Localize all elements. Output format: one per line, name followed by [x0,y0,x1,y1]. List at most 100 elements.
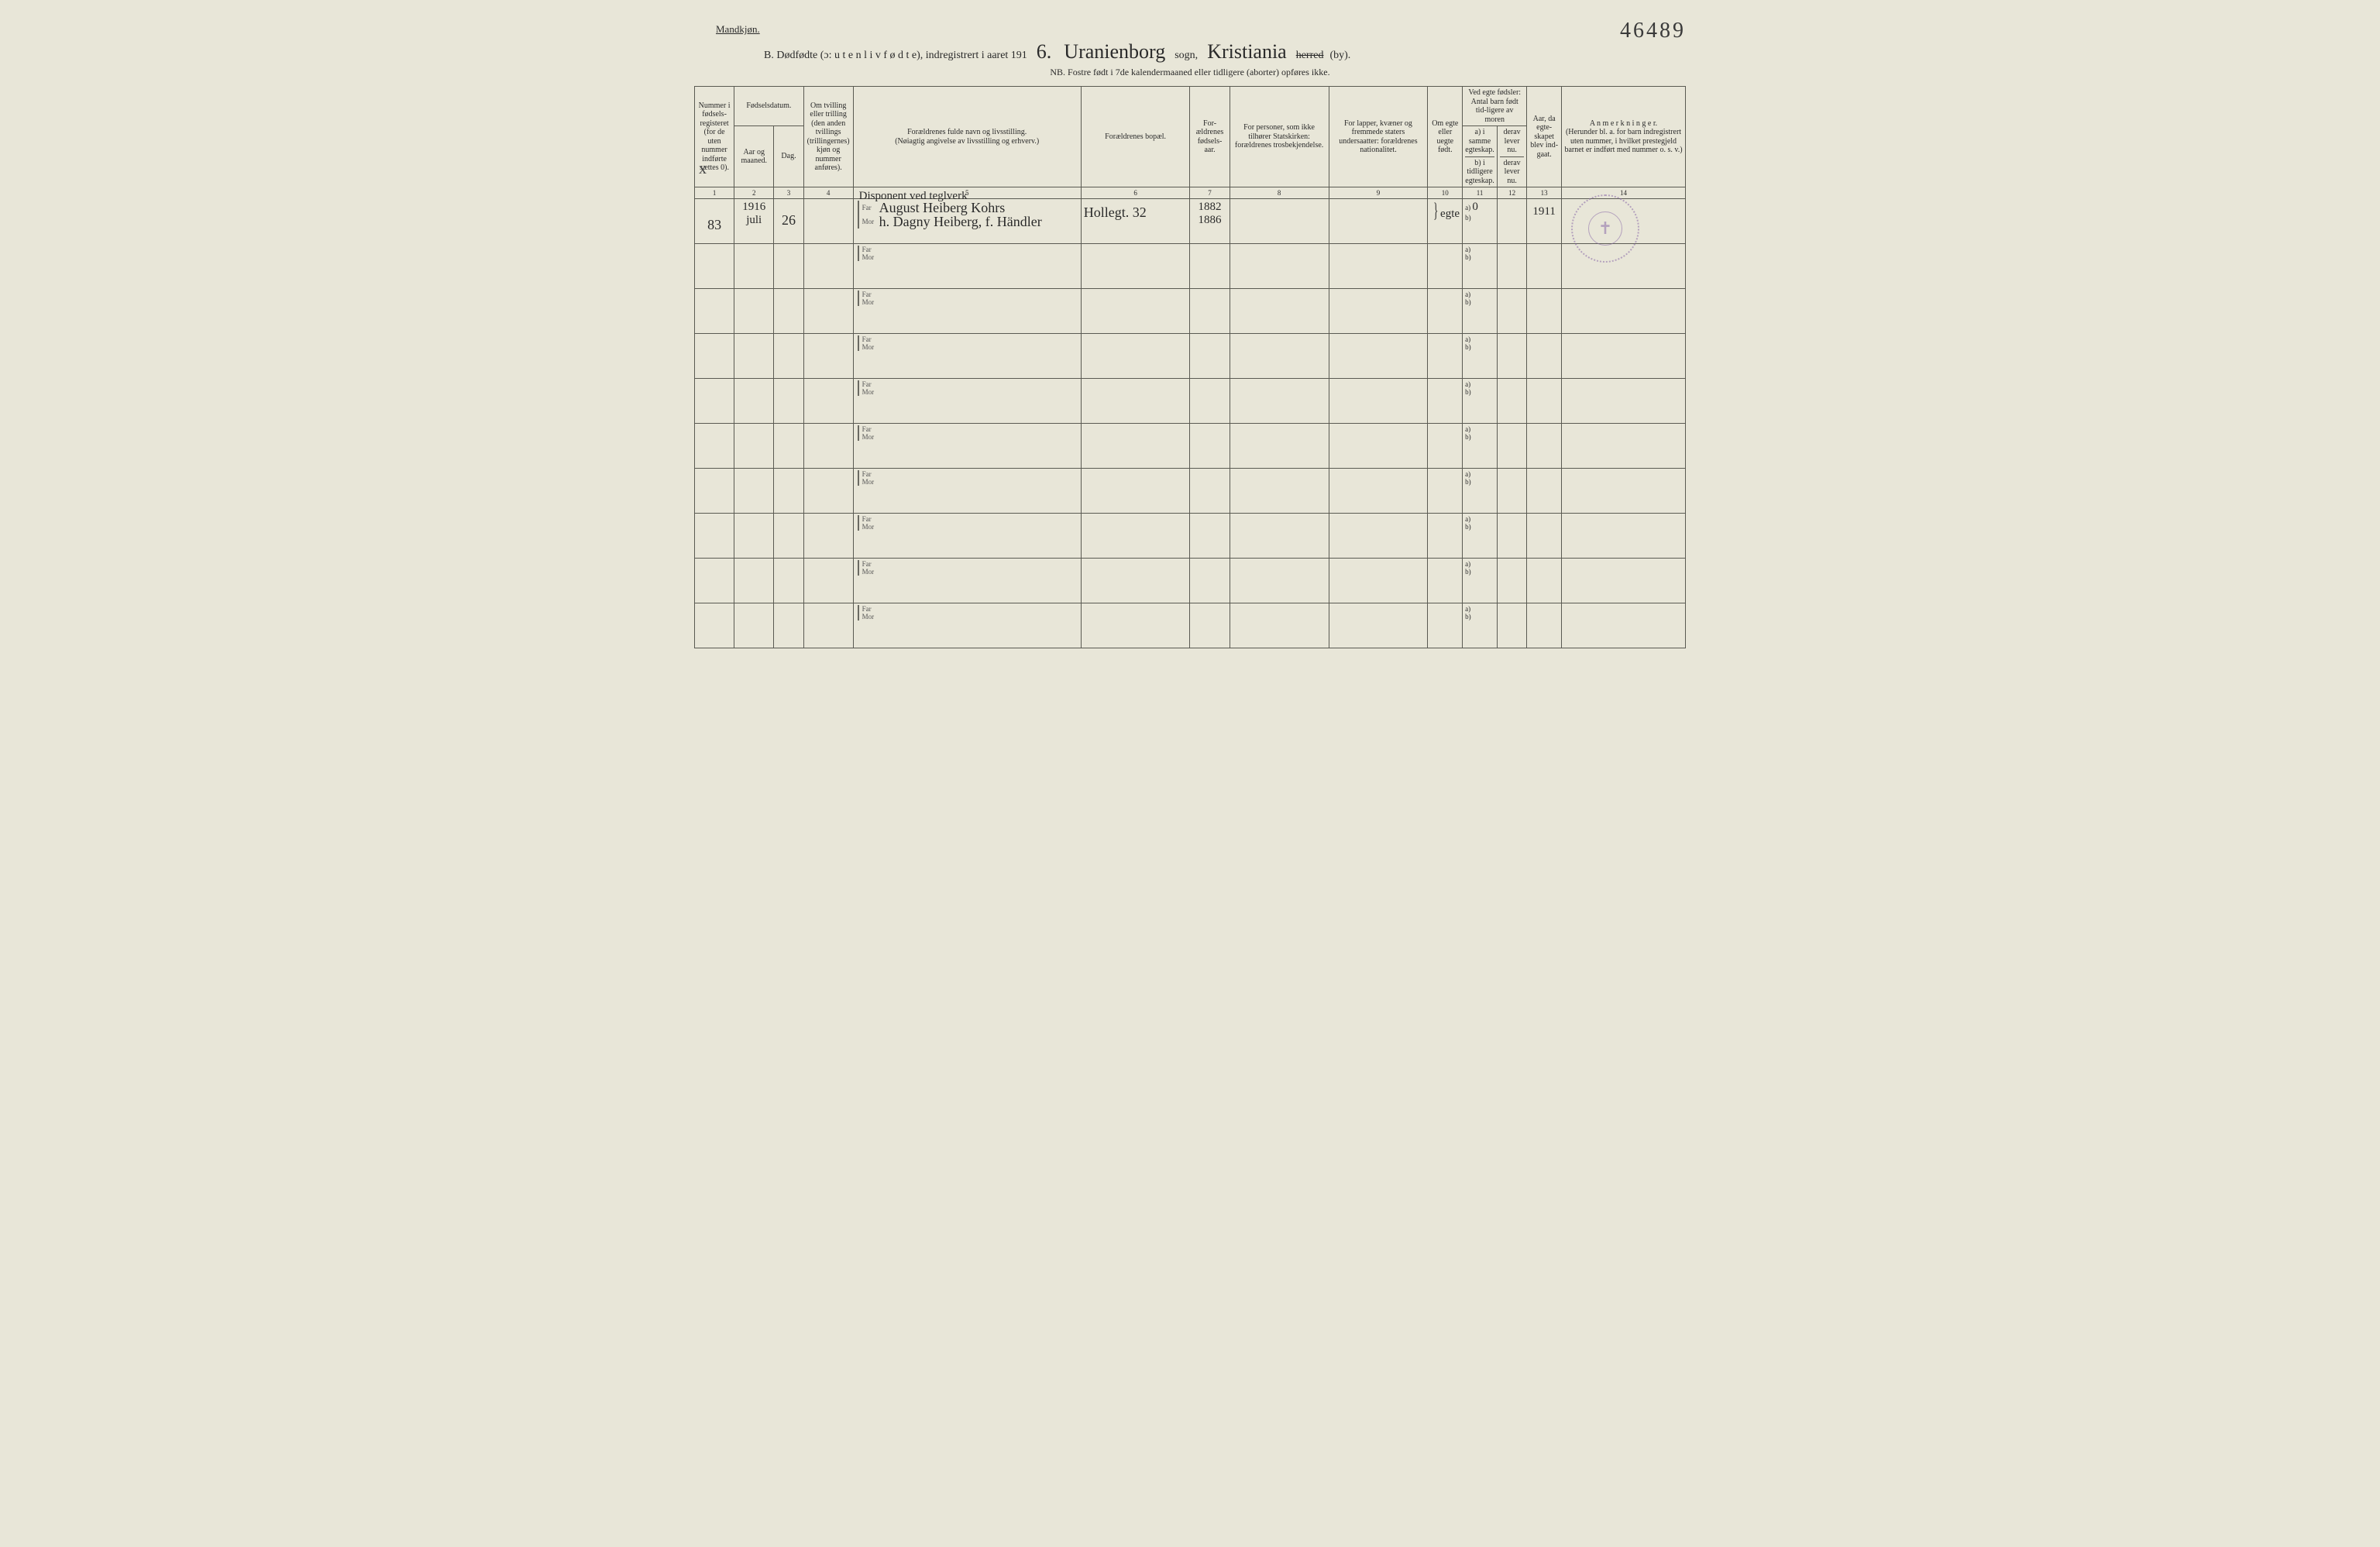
ab-b: b) [1465,298,1494,306]
colnum: 9 [1329,187,1428,199]
hdr-c2-group: Fødselsdatum. [734,87,804,126]
hdr-c2b: Dag. [774,126,803,187]
table-row: FarMor a)b) [695,559,1686,603]
cell-egte: }egte [1428,199,1463,244]
table-row: FarMor a)b) [695,603,1686,648]
hdr-c9: For lapper, kvæner og fremmede staters u… [1329,87,1428,187]
colnum-row: 1 2 3 4 5 6 7 8 9 10 11 12 13 14 [695,187,1686,199]
page-number: 46489 [1620,19,1686,43]
mor-label: Mor [862,613,879,621]
colnum: 3 [774,187,803,199]
hdr-c11a-b: b) i tidligere egteskap. [1465,156,1494,186]
table-body: 83 1916 juli 26 Disponent ved teglverk F… [695,199,1686,648]
cell-nationality [1329,199,1428,244]
ab-b: b) [1465,253,1494,261]
cell-bopael: Hollegt. 32 [1081,199,1190,244]
mor-label: Mor [862,388,879,396]
mor-label: Mor [862,253,879,261]
cell-faith [1230,199,1329,244]
ab-b: b) [1465,568,1494,576]
hdr-c14: A n m e r k n i n g e r. (Herunder bl. a… [1562,87,1686,187]
title-by-label: (by). [1329,50,1350,62]
hdr-c11a-a: a) i samme egteskap. [1465,128,1494,155]
far-year: 1882 [1192,201,1226,214]
gender-label: Mandkjøn. [716,23,1686,36]
colnum: 4 [803,187,853,199]
cell-year-month: 1916 juli [734,199,774,244]
table-row: FarMor a)b) [695,514,1686,559]
ledger-page: 46489 Mandkjøn. B. Dødfødte (ɔ: u t e n … [671,15,1709,664]
colnum: 6 [1081,187,1190,199]
table-header: Nummer i fødsels-registeret (for de uten… [695,87,1686,199]
far-label: Far [862,515,879,523]
far-label: Far [862,470,879,478]
title-prefix: B. Dødfødte (ɔ: u t e n l i v f ø d t e)… [764,50,1027,62]
cell-twin [803,199,853,244]
far-label: Far [862,335,879,343]
ab-b: b) [1465,478,1494,486]
ab-a: a) [1465,470,1494,478]
colnum: 13 [1527,187,1562,199]
hdr-c12-b: derav lever nu. [1500,156,1524,186]
hdr-c13: Aar, da egte-skapet blev ind-gaat. [1527,87,1562,187]
hdr-c10: Om egte eller uegte født. [1428,87,1463,187]
colnum: 11 [1463,187,1498,199]
ab-b: b) [1465,523,1494,531]
ab-b: b) [1465,613,1494,621]
title-by: Kristiania [1204,40,1290,64]
mor-label: Mor [862,433,879,441]
ab-a: a) [1465,605,1494,613]
table-row: FarMor a)b) [695,244,1686,289]
ab-b: b) [1465,214,1471,222]
margin-mark: x [699,160,707,178]
table-row: FarMor a)b) [695,379,1686,424]
ab-a: a) [1465,515,1494,523]
hdr-c11a: a) i samme egteskap. b) i tidligere egte… [1463,126,1498,187]
cell-married-year: 1911 [1527,199,1562,244]
cell-ab: a) 0 b) [1463,199,1498,244]
colnum: 10 [1428,187,1463,199]
hdr-c12: derav lever nu. derav lever nu. [1497,126,1526,187]
far-label: Far [862,425,879,433]
hdr-c8: For personer, som ikke tilhører Statskir… [1230,87,1329,187]
ab-a: a) [1465,560,1494,568]
hdr-c11-group: Ved egte fødsler: Antal barn født tid-li… [1463,87,1527,126]
cell-parent-years: 1882 1886 [1190,199,1230,244]
cell-number: 83 [695,199,734,244]
ab-a: a) [1465,425,1494,433]
ab-b: b) [1465,343,1494,351]
mor-name: h. Dagny Heiberg, f. Händler [879,215,1042,229]
colnum: 14 [1562,187,1686,199]
far-label: Far [862,605,879,613]
title-row: B. Dødfødte (ɔ: u t e n l i v f ø d t e)… [764,40,1686,64]
hdr-c4: Om tvilling eller trilling (den anden tv… [803,87,853,187]
mor-label: Mor [862,523,879,531]
hdr-c2a: Aar og maaned. [734,126,774,187]
mor-label: Mor [862,218,879,225]
ab-a: a) [1465,204,1470,211]
cell-parents: Disponent ved teglverk Far August Heiber… [853,199,1081,244]
hdr-c5: Forældrenes fulde navn og livsstilling. … [853,87,1081,187]
title-sogn: Uranienborg [1061,40,1168,64]
mor-label: Mor [862,478,879,486]
far-label: Far [862,560,879,568]
table-row: 83 1916 juli 26 Disponent ved teglverk F… [695,199,1686,244]
egte-value: egte [1440,208,1460,220]
table-row: FarMor a)b) [695,334,1686,379]
ab-b: b) [1465,433,1494,441]
mor-label: Mor [862,298,879,306]
table-row: FarMor a)b) [695,469,1686,514]
table-row: FarMor a)b) [695,289,1686,334]
colnum: 12 [1497,187,1526,199]
hdr-c7: For-ældrenes fødsels-aar. [1190,87,1230,187]
ab-b: b) [1465,388,1494,396]
a-count: 0 [1472,201,1478,214]
ab-a: a) [1465,335,1494,343]
title-sogn-label: sogn, [1175,50,1198,62]
far-label: Far [862,204,879,211]
ab-a: a) [1465,246,1494,253]
title-year-digit: 6. [1034,40,1055,64]
colnum: 7 [1190,187,1230,199]
cell-day: 26 [774,199,803,244]
far-label: Far [862,246,879,253]
